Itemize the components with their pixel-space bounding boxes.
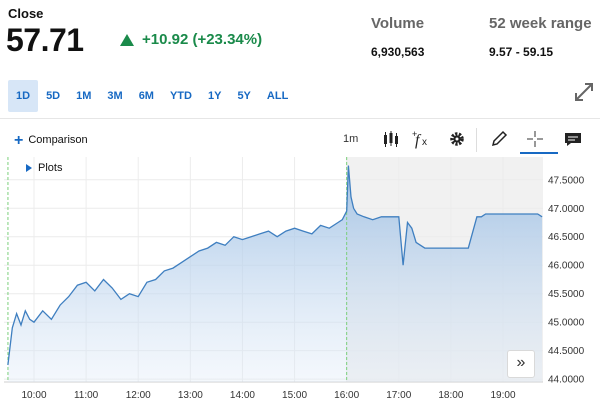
crosshair-icon[interactable] <box>524 128 546 150</box>
up-arrow-icon <box>120 33 134 46</box>
toolbar-separator <box>476 128 477 152</box>
comment-icon[interactable] <box>562 128 584 150</box>
pencil-icon[interactable] <box>488 128 510 150</box>
toolbar-divider <box>0 118 600 119</box>
range-button-1m[interactable]: 1M <box>76 90 92 102</box>
x-tick-label: 10:00 <box>21 390 46 401</box>
y-tick-label: 47.0000 <box>548 204 585 215</box>
y-tick-label: 46.5000 <box>548 232 585 243</box>
expand-triangle-icon <box>26 164 32 172</box>
svg-text:+: + <box>412 129 417 139</box>
range-button-6m[interactable]: 6M <box>138 90 154 102</box>
volume-label: Volume <box>371 15 425 32</box>
svg-text:f: f <box>415 132 422 149</box>
scroll-right-button[interactable]: » <box>507 350 535 378</box>
plots-toggle[interactable]: Plots <box>26 162 62 174</box>
range-button-all[interactable]: ALL <box>266 90 289 102</box>
price-area-fill <box>7 165 543 382</box>
range-button-3m[interactable]: 3M <box>107 90 123 102</box>
x-tick-label: 14:00 <box>230 390 255 401</box>
gear-icon[interactable] <box>446 128 468 150</box>
candlestick-icon[interactable] <box>380 128 402 150</box>
plots-label: Plots <box>38 162 63 174</box>
range-button-5y[interactable]: 5Y <box>237 90 251 102</box>
range-button-5d[interactable]: 5D <box>46 90 61 102</box>
price-change: +10.92 (+23.34%) <box>120 31 262 48</box>
close-label: Close <box>8 6 44 21</box>
x-tick-label: 19:00 <box>490 390 515 401</box>
y-tick-label: 45.5000 <box>548 289 585 300</box>
week-range-label: 52 week range <box>489 15 592 32</box>
week-range-value: 9.57 - 59.15 <box>489 45 554 59</box>
x-tick-label: 17:00 <box>386 390 411 401</box>
price-chart[interactable]: 47.5000 47.0000 46.5000 46.0000 45.5000 45.00… <box>0 150 600 403</box>
range-button-ytd[interactable]: YTD <box>169 90 192 102</box>
close-price: 57.71 <box>6 22 84 58</box>
y-tick-label: 44.5000 <box>548 346 585 357</box>
x-tick-label: 15:00 <box>282 390 307 401</box>
plus-icon: + <box>14 131 24 149</box>
comparison-button[interactable]: + Comparison <box>14 131 88 149</box>
price-line <box>7 165 543 365</box>
svg-text:x: x <box>422 137 427 148</box>
y-tick-label: 46.0000 <box>548 261 585 272</box>
y-tick-label: 47.5000 <box>548 175 585 186</box>
x-tick-label: 11:00 <box>74 390 99 401</box>
function-icon[interactable]: f x + <box>412 128 434 150</box>
y-tick-label: 44.0000 <box>548 375 585 386</box>
comparison-label: Comparison <box>28 134 88 146</box>
x-tick-label: 12:00 <box>126 390 151 401</box>
interval-selector[interactable]: 1m <box>343 133 359 145</box>
x-tick-label: 13:00 <box>178 390 203 401</box>
volume-value: 6,930,563 <box>371 45 425 59</box>
crosshair-active-indicator <box>520 152 558 154</box>
price-change-text: +10.92 (+23.34%) <box>142 31 263 48</box>
range-button-1d[interactable]: 1D <box>8 80 39 112</box>
expand-icon[interactable] <box>574 82 594 102</box>
time-range-selector: 1D 5D 1M 3M 6M YTD 1Y 5Y ALL <box>8 80 296 112</box>
x-tick-label: 16:00 <box>334 390 359 401</box>
y-tick-label: 45.0000 <box>548 318 585 329</box>
range-button-1y[interactable]: 1Y <box>207 90 222 102</box>
x-tick-label: 18:00 <box>438 390 463 401</box>
